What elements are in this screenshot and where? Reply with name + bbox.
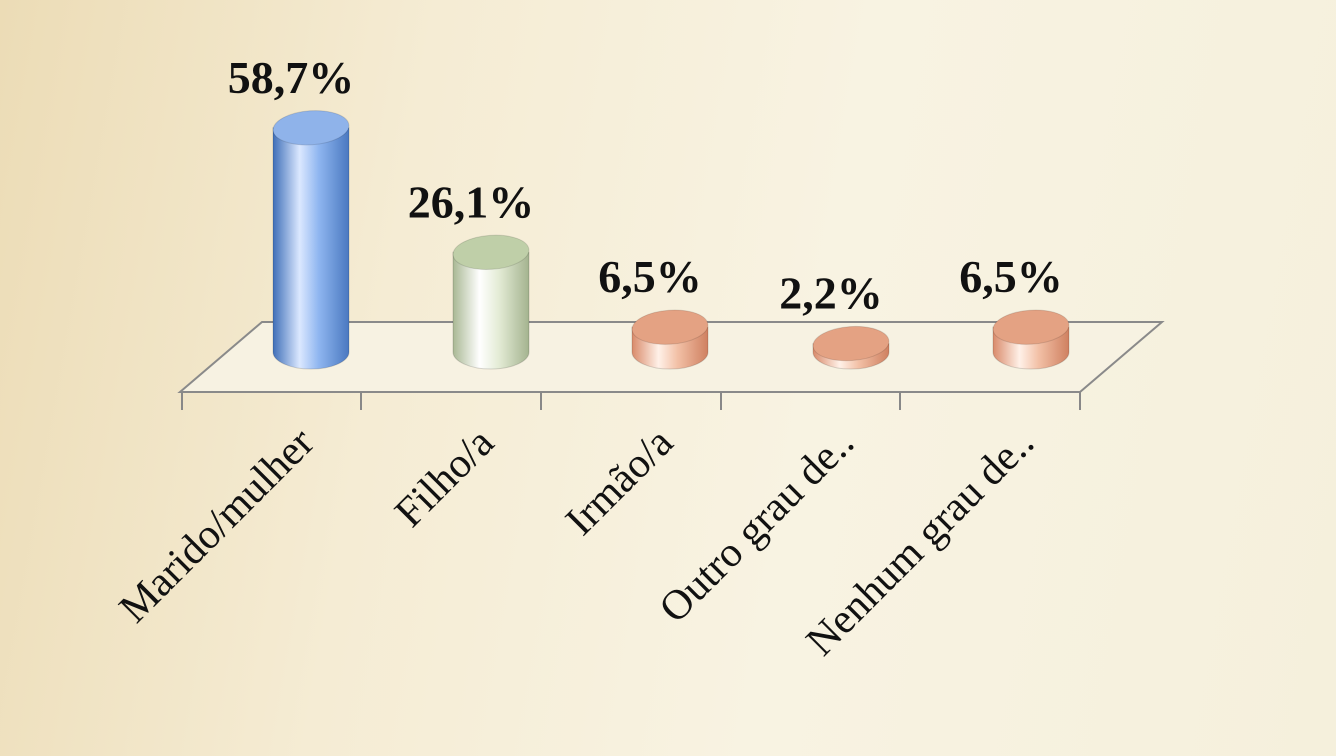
bar-top [272, 110, 350, 146]
value-label-4: 2,2% [779, 268, 883, 319]
value-labels-group: 58,7% 26,1% 6,5% 2,2% 6,5% [228, 52, 1063, 319]
bar-5 [992, 309, 1070, 370]
bar-top [992, 309, 1070, 345]
bar-body [452, 251, 530, 370]
value-label-2: 26,1% [408, 176, 535, 227]
bar-top [812, 325, 890, 362]
bar-2 [452, 234, 530, 370]
bar-4 [812, 325, 890, 370]
bar-top [452, 234, 530, 270]
bars-group [272, 110, 1070, 370]
value-label-5: 6,5% [959, 251, 1063, 302]
bar-1 [272, 110, 350, 370]
tick-label-1: Marido/mulher [111, 420, 323, 632]
x-axis-ticks [181, 392, 1081, 410]
value-label-1: 58,7% [228, 52, 355, 103]
bar-top [631, 309, 709, 345]
bar-body [272, 127, 350, 370]
tick-label-2: Filho/a [386, 419, 503, 536]
bar-3 [631, 309, 709, 370]
tick-label-3: Irmão/a [557, 419, 682, 544]
value-label-3: 6,5% [598, 251, 702, 302]
